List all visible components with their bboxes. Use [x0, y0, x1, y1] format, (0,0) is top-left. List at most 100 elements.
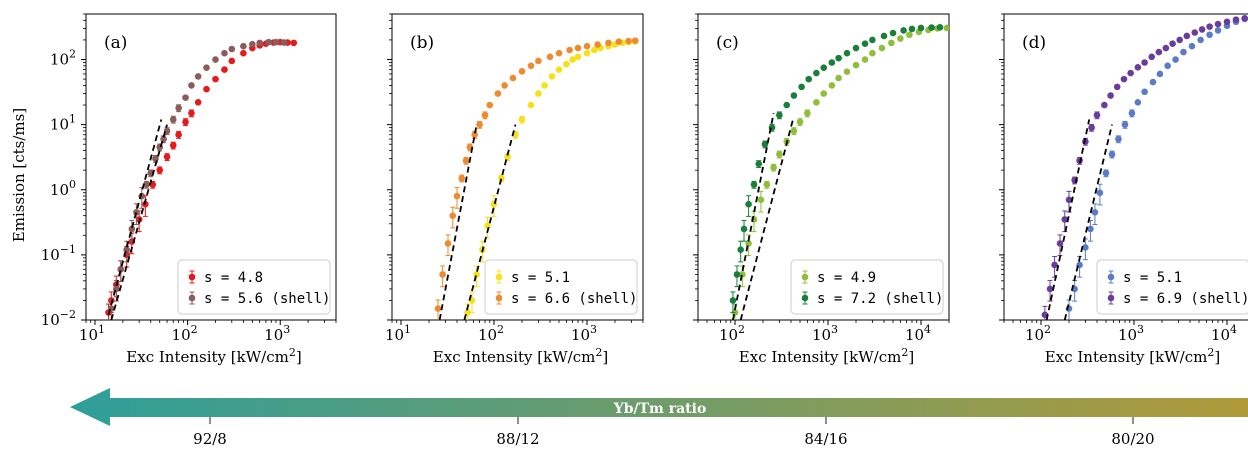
data-point — [476, 121, 483, 128]
data-point — [1121, 121, 1129, 128]
data-point — [1155, 48, 1163, 56]
data-point — [1180, 48, 1187, 56]
legend-entry: s = 7.2 (shell) — [817, 291, 943, 307]
data-point — [776, 111, 783, 119]
y-axis-label: Emission [cts/ms] — [10, 108, 28, 242]
data-point — [143, 181, 150, 188]
fit-line — [463, 124, 517, 320]
data-point — [776, 151, 783, 158]
data-point — [1101, 101, 1108, 109]
data-point — [194, 73, 202, 80]
data-point — [1162, 44, 1170, 52]
data-point — [188, 109, 195, 117]
data-point — [484, 222, 491, 230]
data-point — [605, 39, 612, 47]
data-point — [888, 39, 895, 47]
ratio-label: 92/8 — [193, 430, 227, 448]
data-point — [1206, 23, 1213, 30]
data-point — [1115, 135, 1122, 143]
x-tick-label: 103 — [571, 323, 597, 344]
data-point — [729, 297, 737, 304]
ratio-bar-title: Yb/Tm ratio — [613, 401, 707, 417]
fit-line — [739, 119, 794, 320]
data-point — [194, 99, 202, 106]
fit-line — [110, 124, 168, 320]
data-point — [1149, 78, 1157, 86]
data-point — [843, 49, 851, 57]
data-point — [733, 271, 741, 278]
legend-marker — [495, 294, 503, 302]
data-point — [869, 36, 876, 44]
data-point — [897, 35, 904, 42]
x-tick-label: 103 — [812, 323, 838, 344]
data-point — [813, 69, 820, 77]
data-point — [631, 37, 639, 44]
data-point — [169, 142, 177, 149]
data-point — [1176, 36, 1184, 44]
data-point — [501, 82, 508, 89]
data-point — [142, 200, 149, 208]
data-point — [1191, 29, 1199, 36]
data-point — [770, 164, 777, 171]
y-tick-label: 101 — [50, 113, 76, 134]
data-point — [163, 153, 171, 161]
data-point — [755, 160, 763, 168]
data-point — [906, 31, 913, 39]
data-point — [852, 44, 860, 52]
data-point — [1198, 26, 1206, 33]
legend-frame — [790, 259, 944, 315]
data-point — [462, 157, 470, 164]
data-point — [820, 64, 828, 71]
data-point — [750, 181, 758, 188]
x-tick-label: 102 — [172, 323, 198, 344]
y-tick-label: 100 — [50, 178, 76, 199]
data-point — [1197, 36, 1204, 44]
legend-entry: s = 5.1 — [511, 270, 570, 286]
data-point — [1214, 20, 1222, 28]
x-axis-label: Exc Intensity [kW/cm2] — [126, 346, 301, 366]
data-point — [740, 225, 748, 233]
data-point — [900, 27, 907, 34]
data-point — [1108, 151, 1116, 158]
data-point — [835, 54, 842, 62]
data-point — [1141, 88, 1148, 96]
x-tick-label: 103 — [1118, 323, 1144, 344]
panel-label: (a) — [104, 33, 127, 53]
data-point — [123, 246, 130, 254]
data-point — [861, 56, 869, 63]
x-tick-label: 102 — [478, 323, 504, 344]
data-point — [583, 49, 591, 57]
data-point — [1232, 16, 1240, 23]
legend: s = 5.1 s = 6.9 (shell) — [1096, 259, 1248, 315]
data-point — [228, 45, 236, 53]
data-point — [203, 64, 210, 71]
fit-line — [732, 112, 775, 320]
x-axis-label: Exc Intensity [kW/cm2] — [739, 346, 914, 366]
data-point — [1065, 196, 1073, 204]
data-point — [908, 25, 916, 33]
data-point — [1206, 31, 1213, 39]
legend-marker — [495, 273, 503, 281]
data-point — [852, 61, 860, 69]
legend-marker — [188, 273, 196, 281]
data-point — [290, 39, 298, 47]
legend: s = 4.8 s = 5.6 (shell) — [177, 259, 331, 315]
data-point — [569, 56, 576, 63]
legend-entry: s = 5.1 — [1123, 270, 1182, 286]
data-point — [548, 73, 556, 80]
data-point — [1051, 261, 1058, 269]
data-point — [1169, 40, 1176, 47]
x-tick-label: 103 — [264, 323, 290, 344]
data-point — [182, 94, 189, 101]
data-point — [498, 174, 505, 182]
data-point — [1087, 225, 1094, 233]
data-point — [943, 24, 949, 32]
data-point — [1096, 189, 1104, 197]
data-point — [240, 42, 247, 50]
data-point — [494, 90, 502, 97]
data-point — [535, 90, 542, 97]
data-point — [182, 118, 189, 126]
y-tick-label: 10−2 — [41, 308, 76, 329]
